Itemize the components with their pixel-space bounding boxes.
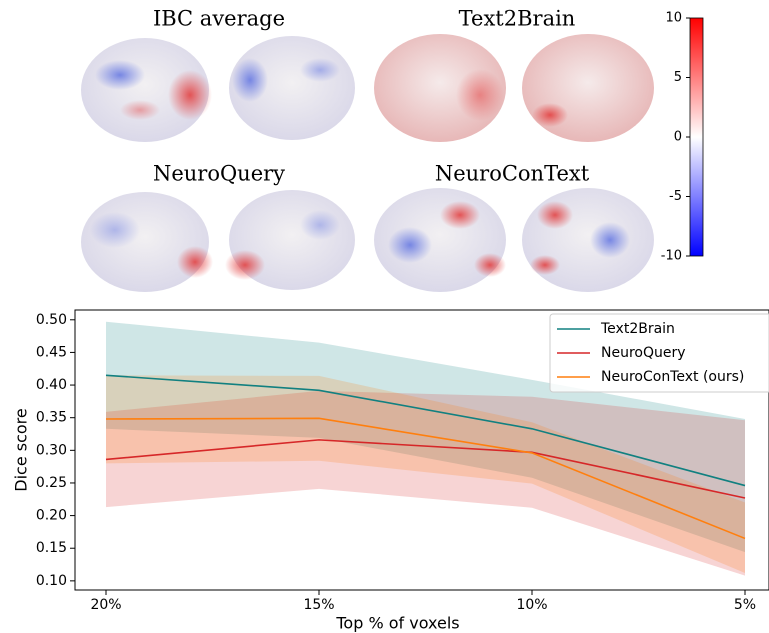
colorbar-tick-label: 0 [674, 130, 682, 145]
colorbar-tick-label: 10 [665, 11, 682, 26]
y-tick-label: 0.50 [36, 312, 67, 328]
y-tick-label: 0.45 [36, 344, 67, 360]
y-axis-label: Dice score [12, 408, 31, 491]
line [105, 439, 746, 499]
x-axis-label: Top % of voxels [335, 614, 459, 633]
y-tick-label: 0.30 [36, 442, 67, 458]
legend-label: NeuroQuery [601, 345, 686, 361]
line [105, 417, 746, 540]
y-tick-label: 0.25 [36, 475, 67, 491]
colorbar-tick-label: -10 [661, 249, 682, 264]
colorbar [689, 17, 704, 257]
y-tick-label: 0.10 [36, 573, 67, 589]
legend-box [549, 313, 769, 393]
panel-title: Text2Brain [459, 7, 576, 31]
colorbar-tick-label: 5 [674, 70, 682, 85]
error-band [106, 321, 745, 553]
panel-title: NeuroQuery [153, 162, 285, 186]
legend-label: NeuroConText (ours) [601, 369, 744, 385]
line [105, 374, 746, 487]
error-band [106, 390, 745, 576]
x-tick-label: 10% [516, 597, 547, 613]
x-tick-label: 20% [90, 597, 121, 613]
x-tick-label: 5% [734, 597, 756, 613]
x-tick-label: 15% [303, 597, 334, 613]
colorbar-tick-label: -5 [669, 189, 682, 204]
y-tick-label: 0.15 [36, 540, 67, 556]
panel-title: IBC average [153, 7, 285, 31]
y-tick-label: 0.20 [36, 508, 67, 524]
y-tick-label: 0.40 [36, 377, 67, 393]
y-tick-label: 0.35 [36, 410, 67, 426]
panel-title: NeuroConText [435, 162, 590, 186]
error-band [106, 375, 745, 574]
brain-images [81, 34, 654, 292]
legend-label: Text2Brain [600, 321, 675, 337]
